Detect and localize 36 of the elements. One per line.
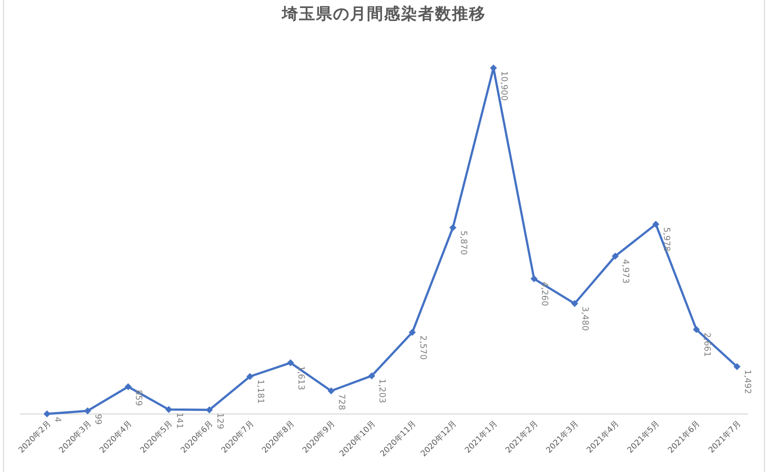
data-label: 728: [336, 394, 346, 410]
point: [612, 252, 619, 260]
point: [246, 373, 254, 380]
data-label: 1,492: [742, 370, 752, 394]
point: [165, 406, 172, 414]
point: [692, 326, 700, 334]
point: [368, 372, 376, 380]
data-label: 99: [92, 414, 103, 425]
data-label: 1,181: [254, 380, 265, 404]
point: [84, 407, 92, 414]
data-label: 2,570: [417, 335, 428, 360]
data-label: 2,661: [701, 332, 712, 357]
data-label: 129: [214, 412, 224, 430]
point: [124, 383, 132, 390]
data-label: 4,973: [620, 259, 630, 284]
point: [44, 410, 50, 418]
point: [449, 224, 456, 232]
point: [530, 275, 538, 282]
data-label: 1,613: [296, 366, 306, 390]
data-label: 5,978: [660, 227, 671, 252]
data-label: 859: [133, 390, 144, 406]
point: [734, 363, 740, 370]
point: [206, 406, 213, 414]
point: [571, 300, 578, 308]
data-label: 5,870: [458, 230, 468, 256]
point: [408, 328, 416, 336]
data-label: 3,480: [580, 306, 590, 331]
chart-title: 埼玉県の月間感染者数推移: [281, 4, 486, 23]
data-label: 141: [174, 412, 184, 429]
point: [652, 220, 660, 228]
point: [328, 387, 335, 394]
data-label: 1,203: [376, 378, 387, 404]
point: [287, 359, 294, 366]
data-label: 4,260: [539, 282, 550, 306]
data-label: 4: [52, 416, 62, 422]
data-label: 10,900: [498, 71, 508, 101]
